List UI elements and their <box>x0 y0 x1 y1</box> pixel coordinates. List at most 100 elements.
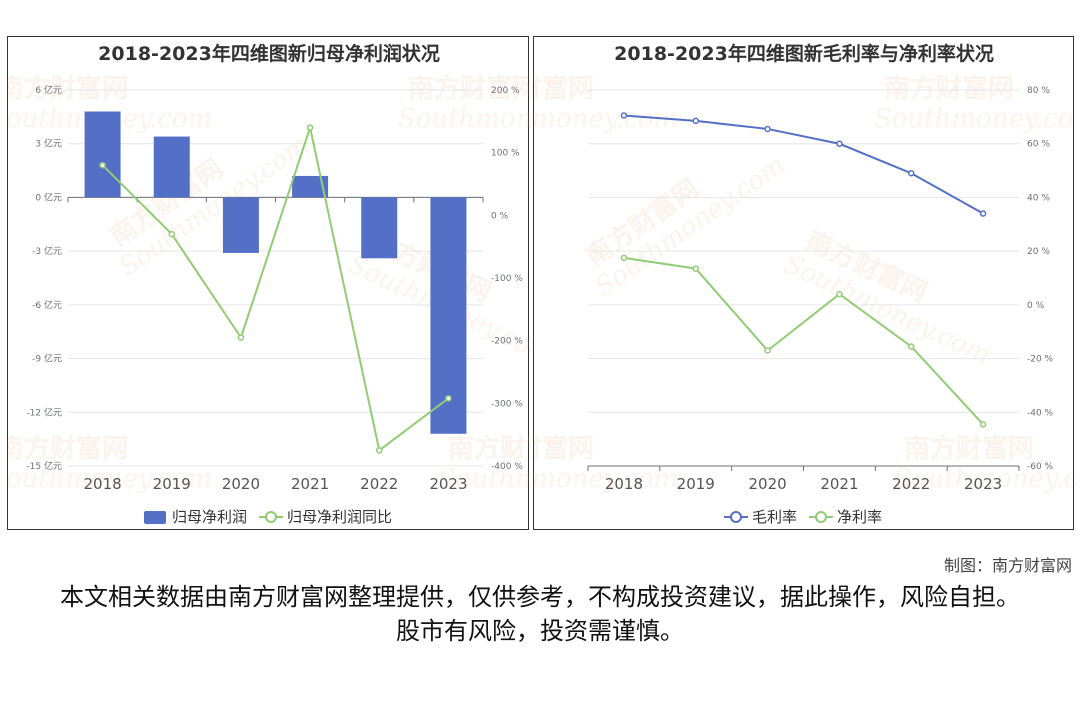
y-right-tick-label: -100 % <box>491 274 523 284</box>
x-tick-label: 2020 <box>222 475 260 493</box>
watermark-en: Southmoney.com <box>894 464 1075 494</box>
line-point <box>908 170 915 177</box>
watermark-cn: 南方财富网 <box>8 73 128 104</box>
y-left-tick-label: -12 亿元 <box>26 406 62 418</box>
y-right-tick-label: 60 % <box>1027 140 1050 150</box>
legend-item: 净利率 <box>809 508 882 526</box>
watermark-cn: 南方财富网 <box>408 73 530 104</box>
watermark-en: Southmoney.com <box>438 464 530 494</box>
line-point <box>836 140 843 147</box>
line-point <box>168 230 175 238</box>
bar <box>222 197 259 253</box>
watermark-cn: 南方财富网 <box>8 433 128 464</box>
y-left-tick-label: -6 亿元 <box>32 299 62 311</box>
y-right-tick-label: 100 % <box>491 149 520 159</box>
bar <box>361 197 398 259</box>
line-series-yoy <box>101 123 450 453</box>
right-chart: 南方财富网Southmoney.com南方财富网Southmoney.com南方… <box>534 42 1075 526</box>
line-point <box>764 347 771 354</box>
y-left-tick-label: -9 亿元 <box>32 353 62 365</box>
bar <box>153 136 190 198</box>
x-tick-label: 2018 <box>605 475 643 493</box>
watermark-cn: 南方财富网 <box>904 433 1034 464</box>
y-right-tick-label: 0 % <box>491 211 509 221</box>
watermark-cn: 南方财富网 <box>448 433 530 464</box>
line-point <box>908 343 915 350</box>
chart-title: 2018-2023年四维图新归母净利润状况 <box>98 42 440 65</box>
line-point <box>445 395 452 402</box>
y-left-tick-label: 3 亿元 <box>35 138 62 150</box>
y-left-tick-label: -3 亿元 <box>32 245 62 257</box>
watermark-en: Southmoney.com <box>398 104 530 134</box>
line-point <box>620 112 628 119</box>
line-point <box>692 117 699 125</box>
x-tick-label: 2022 <box>892 475 930 493</box>
y-right-tick-label: 20 % <box>1027 247 1050 257</box>
y-right-tick-label: -200 % <box>491 337 523 347</box>
line-point <box>620 254 628 262</box>
legend-label: 净利率 <box>837 508 882 526</box>
y-left-tick-label: 0 亿元 <box>35 191 62 203</box>
x-tick-label: 2018 <box>83 475 121 493</box>
disclaimer: 本文相关数据由南方财富网整理提供，仅供参考，不构成投资建议，据此操作，风险自担。… <box>60 583 1020 645</box>
legend-item: 归母净利润同比 <box>259 508 392 526</box>
y-right-tick-label: -60 % <box>1027 462 1054 472</box>
x-tick-label: 2021 <box>820 475 858 493</box>
line-point <box>99 161 106 169</box>
watermark-en: Southmoney.com <box>874 104 1075 134</box>
y-right-tick-label: -300 % <box>491 399 523 409</box>
y-right-tick-label: 80 % <box>1027 86 1050 96</box>
x-tick-label: 2022 <box>360 475 398 493</box>
left-chart-panel: 南方财富网Southmoney.com南方财富网Southmoney.com南方… <box>7 36 530 530</box>
x-tick-label: 2023 <box>964 475 1002 493</box>
chart-title: 2018-2023年四维图新毛利率与净利率状况 <box>614 42 994 65</box>
bar <box>84 111 121 198</box>
y-right-tick-label: -400 % <box>491 462 523 472</box>
left-chart: 南方财富网Southmoney.com南方财富网Southmoney.com南方… <box>8 42 530 526</box>
x-tick-label: 2019 <box>153 475 191 493</box>
watermark-en: Southmoney.com <box>534 464 678 494</box>
line-series-gross-margin <box>623 114 984 215</box>
legend-marker <box>815 511 827 523</box>
watermark-cn: 南方财富网 <box>884 73 1014 104</box>
watermark-en: Southmoney.com <box>534 104 678 134</box>
legend-label: 归母净利润同比 <box>287 508 392 526</box>
y-right-tick-label: -40 % <box>1027 408 1054 418</box>
line-point <box>376 447 383 454</box>
bar <box>292 175 329 198</box>
y-left-tick-label: 6 亿元 <box>35 84 62 96</box>
line-point <box>979 421 987 428</box>
legend-marker <box>730 511 742 523</box>
line-point <box>692 265 699 272</box>
right-chart-panel: 南方财富网Southmoney.com南方财富网Southmoney.com南方… <box>533 36 1075 530</box>
legend-label: 毛利率 <box>752 508 797 526</box>
legend-marker <box>265 511 277 523</box>
x-tick-label: 2023 <box>429 475 467 493</box>
watermark-cn: 南方财富网 <box>534 433 594 464</box>
y-right-tick-label: 0 % <box>1027 301 1045 311</box>
watermark-cn: 南方财富网 <box>534 73 594 104</box>
watermark-en: Southmoney.com <box>8 464 212 494</box>
bar <box>430 197 467 434</box>
x-tick-label: 2019 <box>677 475 715 493</box>
y-right-tick-label: 40 % <box>1027 193 1050 203</box>
y-right-tick-label: -20 % <box>1027 355 1054 365</box>
y-right-tick-label: 200 % <box>491 86 520 96</box>
line-point <box>764 125 771 133</box>
legend-label: 归母净利润 <box>172 508 247 526</box>
x-tick-label: 2021 <box>291 475 329 493</box>
line-point <box>237 334 245 341</box>
x-tick-label: 2020 <box>748 475 786 493</box>
legend-item: 毛利率 <box>724 508 797 526</box>
chart-credit: 制图：南方财富网 <box>943 556 1072 575</box>
legend-swatch <box>144 511 166 524</box>
y-left-tick-label: -15 亿元 <box>26 460 62 472</box>
